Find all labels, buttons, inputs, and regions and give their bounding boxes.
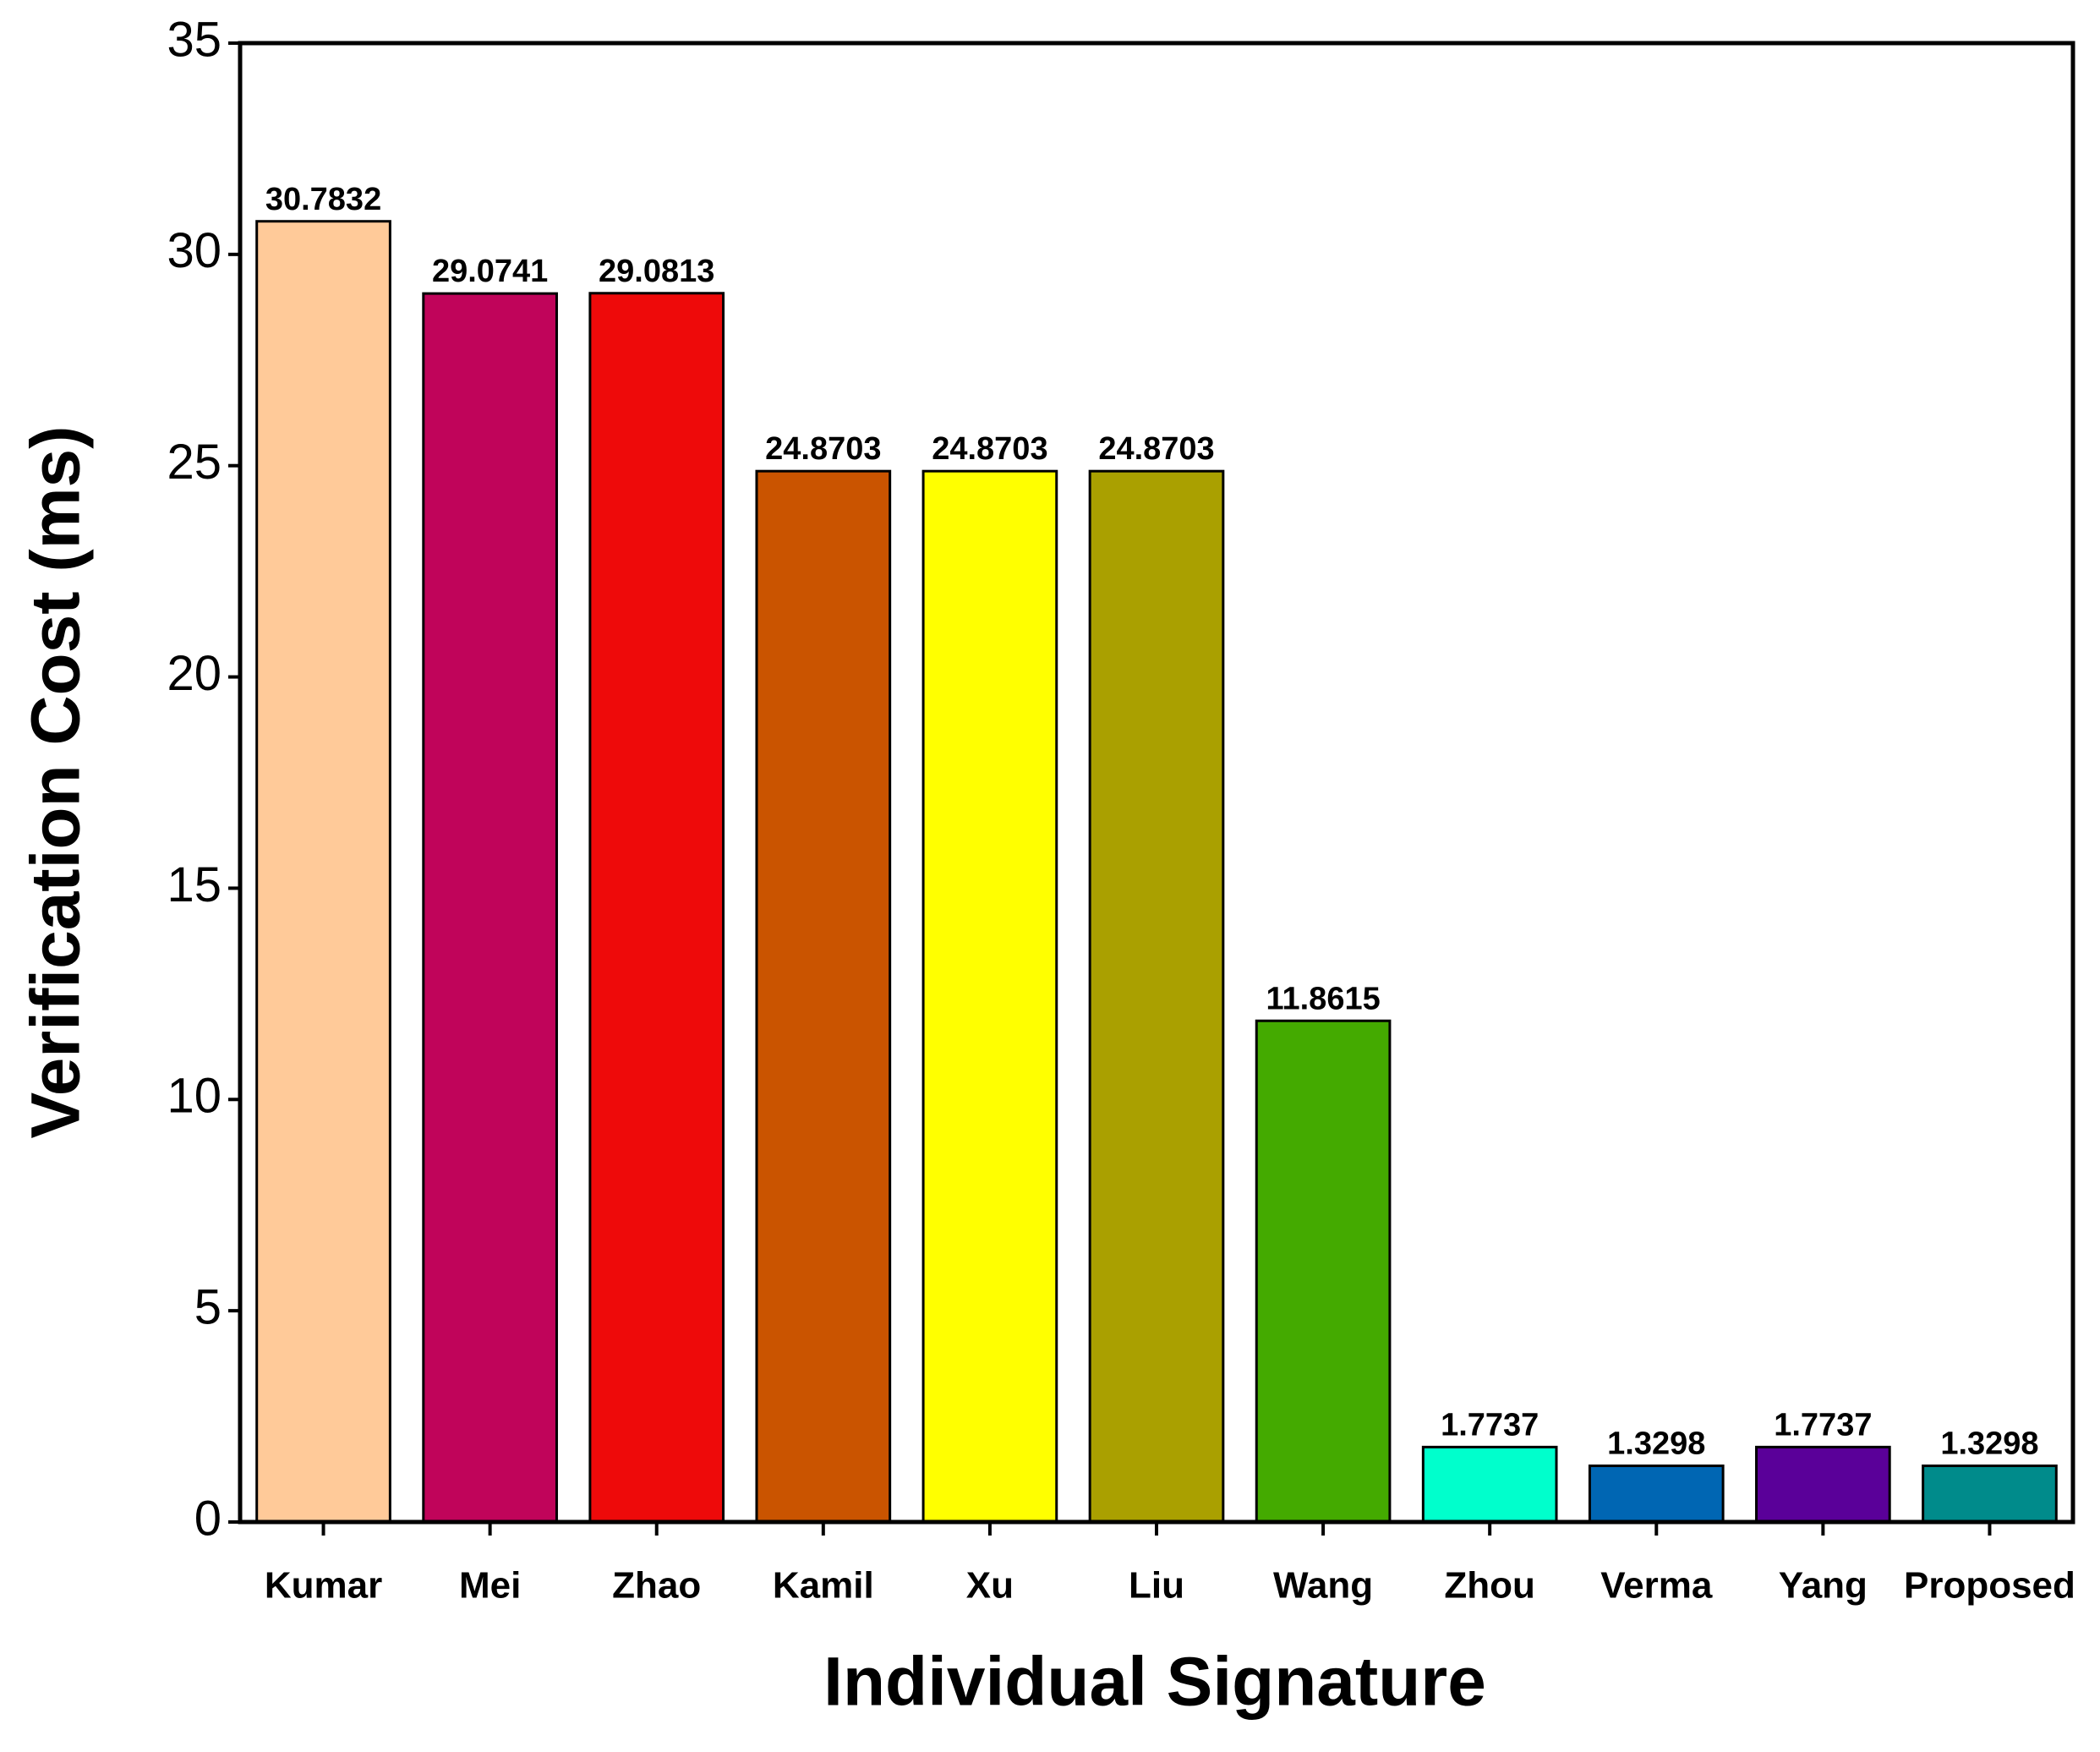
x-tick-label: Kamil: [773, 1565, 874, 1607]
bar: [755, 469, 892, 1524]
value-label: 1.3298: [1607, 1426, 1705, 1462]
y-tick-label: 0: [194, 1491, 221, 1546]
bar: [1755, 1445, 1891, 1524]
y-tick-label: 10: [167, 1069, 221, 1124]
value-label: 24.8703: [932, 431, 1047, 467]
value-label: 1.3298: [1940, 1426, 2038, 1462]
y-tick-label: 30: [167, 223, 221, 278]
value-label: 30.7832: [265, 182, 381, 217]
y-tick-label: 35: [167, 12, 221, 67]
x-tick-label: Liu: [1129, 1565, 1184, 1607]
plot-frame: [238, 41, 2075, 1525]
bar: [1922, 1465, 2058, 1524]
x-tick-label: Zhao: [612, 1565, 701, 1607]
x-tick-label: Kumar: [265, 1565, 382, 1607]
x-tick-label: Verma: [1600, 1565, 1713, 1607]
bar: [255, 220, 391, 1524]
x-axis-title: Individual Signature: [823, 1644, 1486, 1721]
bar: [422, 292, 558, 1524]
bar: [1421, 1445, 1558, 1524]
bar: [1088, 469, 1225, 1524]
y-tick-label: 5: [194, 1279, 221, 1334]
bar: [588, 292, 725, 1524]
y-axis-title: Verification Cost (ms): [18, 426, 95, 1139]
x-tick-label: Yang: [1779, 1565, 1868, 1607]
bar: [921, 469, 1058, 1524]
value-label: 1.7737: [1774, 1407, 1872, 1443]
x-tick-label: Xu: [966, 1565, 1014, 1607]
bar: [1255, 1019, 1392, 1524]
value-label: 29.0813: [599, 254, 714, 289]
x-tick-label: Mei: [459, 1565, 521, 1607]
value-label: 24.8703: [765, 431, 881, 467]
value-label: 24.8703: [1098, 431, 1214, 467]
bar: [1588, 1465, 1725, 1524]
x-tick-label: Proposed: [1904, 1565, 2075, 1607]
value-label: 29.0741: [432, 254, 548, 289]
y-tick-label: 20: [167, 646, 221, 701]
x-tick-label: Wang: [1273, 1565, 1373, 1607]
y-tick-label: 25: [167, 435, 221, 490]
value-label: 1.7737: [1441, 1407, 1539, 1443]
value-label: 11.8615: [1266, 981, 1380, 1016]
x-tick-label: Zhou: [1444, 1565, 1535, 1607]
y-tick-label: 15: [167, 857, 221, 912]
